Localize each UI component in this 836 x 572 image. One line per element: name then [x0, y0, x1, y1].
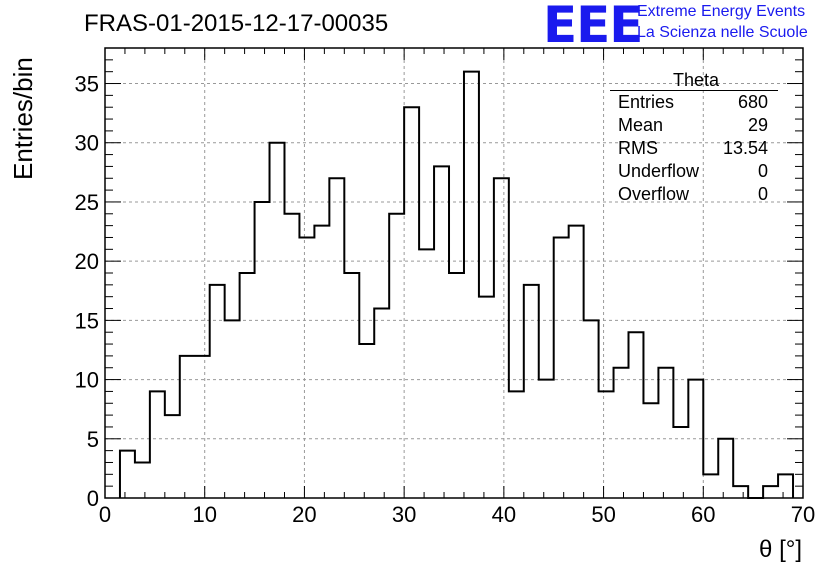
histogram-bin	[763, 486, 778, 498]
histogram-bin	[180, 356, 195, 498]
histogram-bin	[270, 143, 285, 498]
histogram-bin	[658, 368, 673, 498]
histogram-bin	[569, 226, 584, 498]
stats-label: Overflow	[618, 184, 690, 204]
stats-row-overflow: Overflow 0	[610, 183, 778, 206]
histogram-bin	[434, 166, 449, 498]
x-tick-label: 20	[292, 502, 316, 527]
stats-value: 29	[747, 115, 768, 135]
histogram-bin	[464, 72, 479, 498]
histogram-bin	[314, 226, 329, 498]
y-tick-label: 20	[75, 249, 99, 274]
eee-logo: EEE	[543, 0, 643, 54]
histogram-bin	[449, 273, 464, 498]
stats-row-rms: RMS 13.54	[610, 137, 778, 160]
histogram-bin	[599, 391, 614, 498]
y-tick-label: 15	[75, 308, 99, 333]
stats-value: 13.54	[722, 138, 768, 158]
histogram-bin	[329, 178, 344, 498]
y-tick-label: 35	[75, 72, 99, 97]
histogram-bin	[240, 273, 255, 498]
histogram-bin	[419, 249, 434, 498]
x-tick-label: 10	[192, 502, 216, 527]
logo-subtitle-2: La Scienza nelle Scuole	[637, 24, 808, 41]
logo-subtitle-1: Extreme Energy Events	[637, 3, 806, 20]
histogram-bin	[733, 486, 748, 498]
y-tick-label: 25	[75, 190, 99, 215]
histogram-bin	[509, 391, 524, 498]
histogram-bin	[584, 320, 599, 498]
histogram-bin	[344, 273, 359, 498]
histogram-bin	[614, 368, 629, 498]
stats-value: 0	[757, 161, 768, 181]
histogram-bin	[374, 309, 389, 498]
stats-label: Underflow	[618, 161, 700, 181]
y-tick-label: 10	[75, 368, 99, 393]
histogram-bin	[165, 415, 180, 498]
histogram-bin	[778, 474, 793, 498]
histogram-bin	[479, 297, 494, 498]
histogram-series-line	[118, 70, 795, 499]
stats-label: Entries	[618, 92, 675, 112]
histogram-bin	[554, 237, 569, 498]
histogram-bin	[299, 237, 314, 498]
y-tick-label: 0	[87, 486, 99, 511]
stats-value: 680	[737, 92, 768, 112]
x-tick-label: 40	[492, 502, 516, 527]
stats-row-mean: Mean 29	[610, 114, 778, 137]
stats-label: Mean	[618, 115, 664, 135]
stats-row-entries: Entries 680	[610, 91, 778, 114]
histogram-bin	[389, 214, 404, 498]
histogram-bin	[404, 107, 419, 498]
histogram-bin	[718, 439, 733, 498]
histogram-bin	[195, 356, 210, 498]
stats-box: Theta Entries 680 Mean 29 RMS 13.54 Unde…	[610, 70, 778, 206]
histogram-bin	[210, 285, 225, 498]
histogram-bin	[359, 344, 374, 498]
stats-box-title: Theta	[610, 70, 778, 91]
histogram-bin	[255, 202, 270, 498]
histogram-bin	[225, 320, 240, 498]
histogram-bin	[150, 391, 165, 498]
x-tick-label: 50	[591, 502, 615, 527]
histogram-bin	[284, 214, 299, 498]
x-tick-label: 70	[791, 502, 815, 527]
x-tick-label: 30	[392, 502, 416, 527]
histogram-bin	[673, 427, 688, 498]
stats-label: RMS	[618, 138, 658, 158]
stats-value: 0	[757, 184, 768, 204]
chart-title: FRAS-01-2015-12-17-00035	[84, 10, 389, 37]
histogram-bin	[494, 178, 509, 498]
histogram-bin	[629, 332, 644, 498]
histogram-bin	[135, 462, 150, 498]
histogram-bin	[703, 474, 718, 498]
y-tick-label: 5	[87, 427, 99, 452]
x-tick-label: 0	[99, 502, 111, 527]
histogram-bin	[524, 285, 539, 498]
y-tick-label: 30	[75, 131, 99, 156]
histogram-bin	[120, 451, 135, 498]
y-axis-label: Entries/bin	[8, 57, 38, 180]
stats-row-underflow: Underflow 0	[610, 160, 778, 183]
x-axis-label: θ [°]	[759, 536, 802, 563]
histogram-bin	[643, 403, 658, 498]
x-tick-label: 60	[691, 502, 715, 527]
